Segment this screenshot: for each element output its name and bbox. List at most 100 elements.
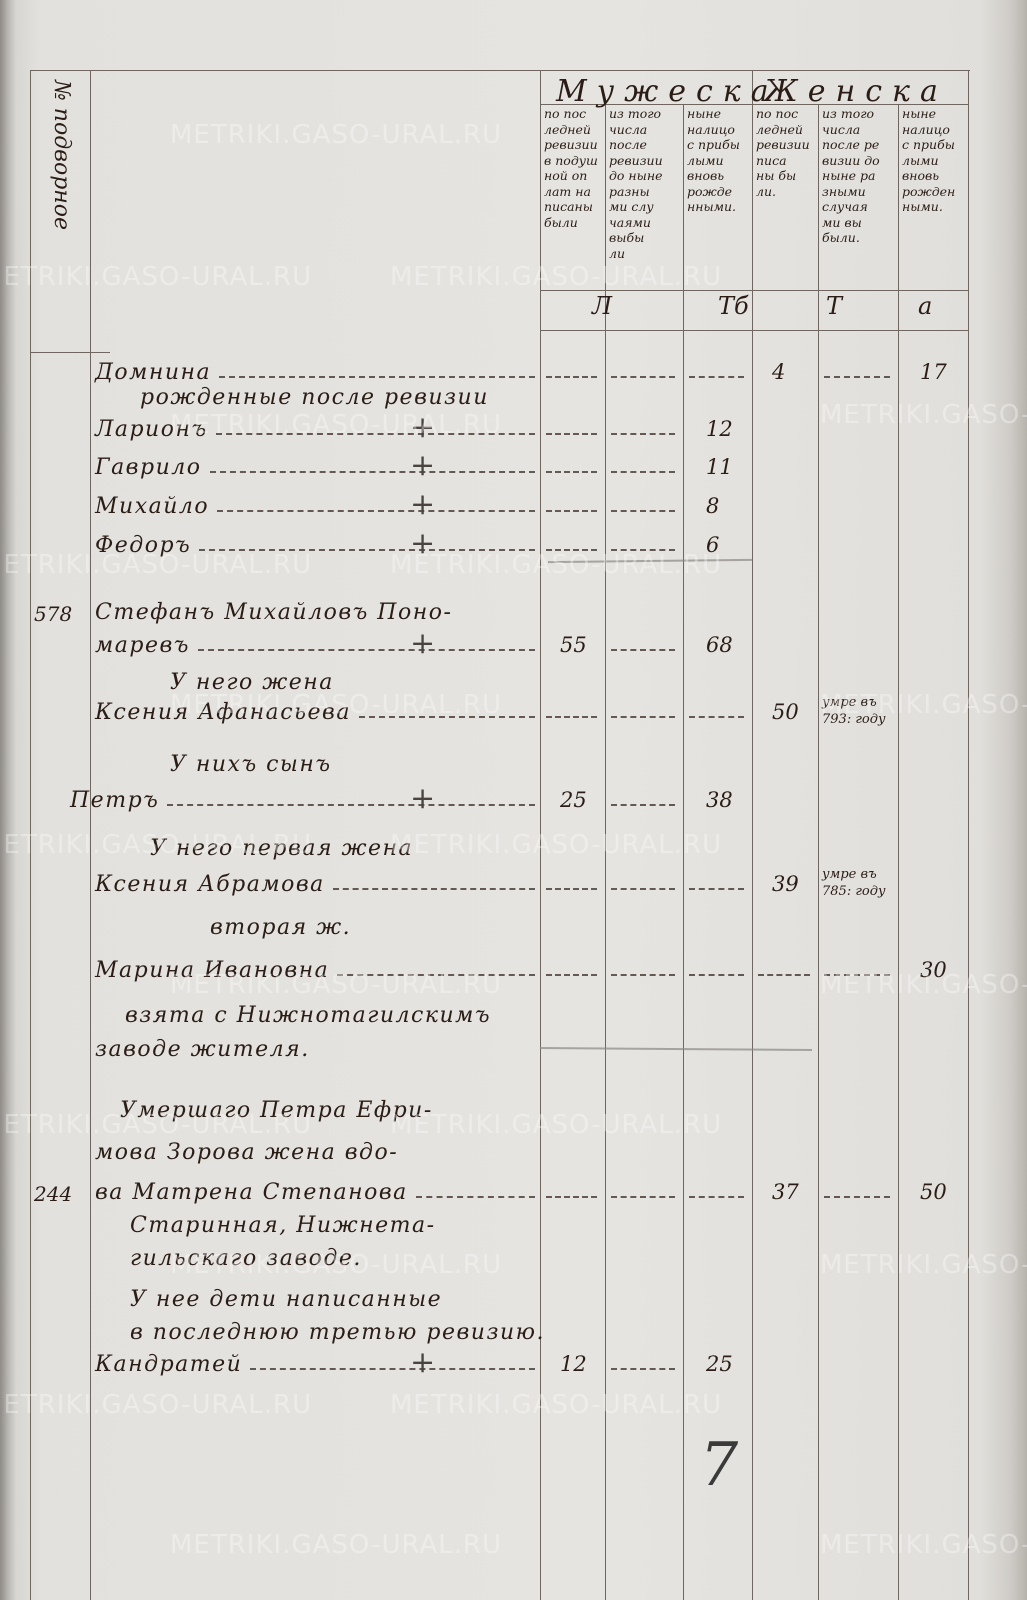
dash-leader [611,376,675,378]
entry-text: Петръ [70,788,160,813]
count-value: 11 [706,455,733,479]
dash-leader [611,549,675,551]
cross-mark-icon: + [410,487,436,522]
watermark-text: METRIKI.GASO-URAL.RU [820,1530,1027,1560]
page-number: 7 [700,1430,739,1500]
dash-leader [546,433,597,435]
header-sub-rule [540,104,968,105]
dash-leader [337,974,535,976]
cross-mark-icon: + [410,410,436,445]
dash-leader [358,716,535,718]
cross-mark-icon: + [410,448,436,483]
watermark-text: METRIKI.GASO-URAL.RU [390,830,723,860]
count-value: 4 [772,360,786,384]
death-note: умре въ 785: году [822,867,886,899]
dash-leader [611,649,675,651]
totals-bottom-rule [540,330,968,331]
total-mark: а [918,292,933,320]
left-border [30,70,31,1600]
num-col-rule [90,70,91,1600]
watermark-text: METRIKI.GASO-URAL.RU [390,550,723,580]
watermark-text: METRIKI.GASO-URAL.RU [820,1250,1027,1280]
column-header: по пос ледней ревизии в подуш ной оп лат… [544,106,598,230]
watermark-text: METRIKI.GASO-URAL.RU [820,400,1027,430]
dash-leader [546,716,597,718]
male-heading: Мужеска [556,74,779,109]
dash-leader [209,471,535,473]
col-rule [752,70,753,1600]
dash-leader [824,974,890,976]
cross-mark-icon: + [410,1345,436,1380]
count-value: 37 [772,1180,799,1204]
dash-leader [332,888,535,890]
dash-leader [250,1368,535,1370]
count-value: 6 [706,533,720,557]
dash-leader [546,974,597,976]
entry-text: мова Зорова жена вдо- [95,1140,399,1165]
watermark-text: METRIKI.GASO-URAL.RU [390,1110,723,1140]
entry-text: У нее дети написанные [130,1287,443,1312]
dash-leader [611,974,675,976]
dash-leader [689,1196,744,1198]
count-value: 68 [706,633,733,657]
entry-text: Ксения Абрамова [95,872,325,897]
entry-text: Кандратей [95,1352,243,1377]
entry-text: в последнюю третью ревизию. [130,1320,545,1345]
watermark-text: METRIKI.GASO-URAL.RU [0,262,313,292]
entry-text: Стефанъ Михайловъ Поно- [95,600,453,625]
entry-text: Старинная, Нижнета- [130,1213,436,1238]
table-top-rule [30,70,970,71]
female-heading: Женска [764,74,948,109]
dash-leader [689,888,744,890]
entry-text: У него первая жена [150,836,414,861]
entry-text: гильскаго заводе. [130,1246,362,1271]
total-mark: Тб [718,292,749,320]
dash-leader [215,433,535,435]
entry-text: маревъ [95,633,190,658]
pencil-line [547,558,753,564]
dash-leader [689,376,744,378]
cross-mark-icon: + [410,526,436,561]
entry-text: Гаврило [95,455,202,480]
count-value: 39 [772,872,799,896]
side-heading: № подворное [49,80,74,231]
dash-leader [689,974,744,976]
count-value: 25 [706,1352,733,1376]
dash-leader [611,804,675,806]
col-rule [818,104,819,1600]
household-number: 578 [34,602,73,626]
count-value: 17 [920,360,947,384]
cross-mark-icon: + [410,626,436,661]
watermark-text: METRIKI.GASO-URAL.RU [390,1390,723,1420]
column-header: по пос ледней ревизии писа ны бы ли. [756,106,810,199]
total-mark: Л [592,292,613,320]
entry-text: У него жена [170,670,334,695]
watermark-text: METRIKI.GASO-URAL.RU [170,1530,503,1560]
dash-leader [611,1196,675,1198]
entry-text: Ларионъ [95,417,208,442]
dash-leader [167,804,535,806]
watermark-text: METRIKI.GASO-URAL.RU [0,1390,313,1420]
total-mark: Т [826,292,843,320]
col-rule [605,104,606,1600]
watermark-text: METRIKI.GASO-URAL.RU [390,262,723,292]
count-value: 12 [706,417,733,441]
cross-mark-icon: + [410,781,436,816]
dash-leader [758,974,810,976]
entry-text: Ксения Афанасьева [95,700,351,725]
column-header: ныне налицо с прибы лыми вновь рожде нны… [687,106,740,214]
pencil-line [539,1047,813,1051]
entry-text: вторая ж. [210,915,352,940]
dash-leader [197,649,535,651]
count-value: 55 [560,633,587,657]
count-value: 25 [560,788,587,812]
dash-leader [824,376,890,378]
column-header: из того числа после ревизии до ныне разн… [609,106,663,261]
col-rule [898,104,899,1600]
right-border [968,70,969,1600]
dash-leader [546,549,597,551]
entry-text: У нихъ сынъ [170,752,332,777]
household-number: 244 [34,1182,73,1206]
count-value: 8 [706,494,720,518]
dash-leader [199,549,535,551]
